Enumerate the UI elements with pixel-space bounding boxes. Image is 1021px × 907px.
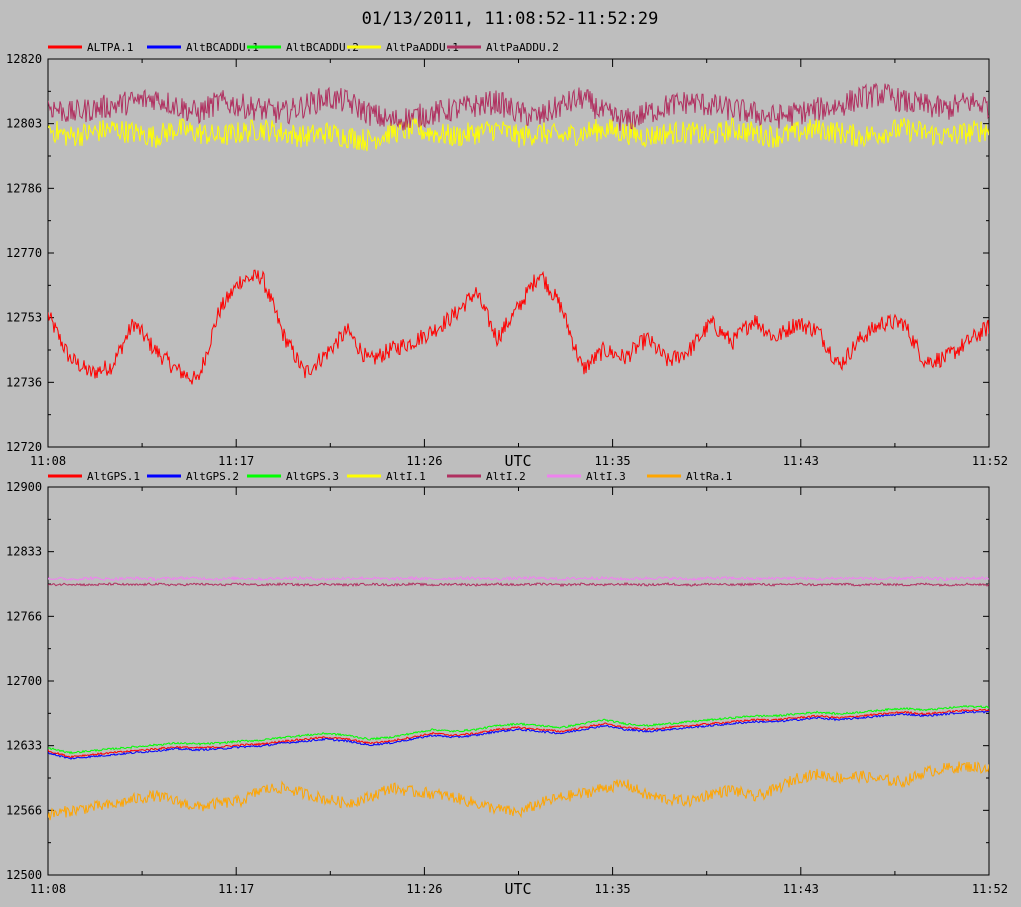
legend-label: AltI.1 bbox=[386, 470, 426, 483]
series-line-altpa-1 bbox=[48, 269, 989, 385]
x-tick-label: 11:52 bbox=[972, 454, 1008, 468]
x-tick-label: 11:35 bbox=[595, 454, 631, 468]
x-tick-label: 11:52 bbox=[972, 882, 1008, 896]
y-tick-label: 12770 bbox=[6, 246, 42, 260]
y-tick-label: 12566 bbox=[6, 803, 42, 817]
x-tick-label: 11:08 bbox=[30, 882, 66, 896]
series-line-altgps-1 bbox=[48, 708, 989, 759]
y-tick-label: 12833 bbox=[6, 545, 42, 559]
x-tick-label: 11:17 bbox=[218, 882, 254, 896]
series-group bbox=[48, 82, 989, 385]
chart-panel-2: 12900 12833 12766 12700 12633 12566 1250011:08… bbox=[6, 470, 1008, 898]
legend-label: ALTPA.1 bbox=[87, 41, 133, 54]
chart-title: 01/13/2011, 11:08:52-11:52:29 bbox=[362, 9, 659, 29]
legend-label: AltPaADDU.2 bbox=[486, 41, 559, 54]
x-tick-label: 11:43 bbox=[783, 454, 819, 468]
x-tick-label: 11:08 bbox=[30, 454, 66, 468]
x-axis-label: UTC bbox=[504, 880, 531, 898]
y-tick-label: 12766 bbox=[6, 609, 42, 623]
legend-label: AltRa.1 bbox=[686, 470, 732, 483]
y-tick-label: 12500 bbox=[6, 868, 42, 882]
legend-label: AltGPS.2 bbox=[186, 470, 239, 483]
plot-frame bbox=[47, 58, 990, 448]
y-tick-label: 12633 bbox=[6, 739, 42, 753]
legend-label: AltI.2 bbox=[486, 470, 526, 483]
x-tick-label: 11:26 bbox=[406, 882, 442, 896]
y-tick-label: 12820 bbox=[6, 52, 42, 66]
legend-label: AltBCADDU.1 bbox=[186, 41, 259, 54]
y-tick-label: 12720 bbox=[6, 440, 42, 454]
x-tick-label: 11:43 bbox=[783, 882, 819, 896]
series-line-altpaaddu-2 bbox=[48, 82, 989, 131]
legend-label: AltGPS.1 bbox=[87, 470, 140, 483]
y-tick-label: 12786 bbox=[6, 181, 42, 195]
legend-label: AltBCADDU.2 bbox=[286, 41, 359, 54]
y-tick-label: 12736 bbox=[6, 375, 42, 389]
y-tick-label: 12700 bbox=[6, 674, 42, 688]
x-axis-label: UTC bbox=[504, 452, 531, 470]
series-line-altpaaddu-1 bbox=[48, 116, 989, 152]
series-line-altgps-2 bbox=[48, 710, 989, 760]
x-tick-label: 11:35 bbox=[595, 882, 631, 896]
series-group bbox=[48, 575, 989, 821]
legend-label: AltI.3 bbox=[586, 470, 626, 483]
series-line-altgps-3 bbox=[48, 704, 989, 755]
series-line-alti-2 bbox=[48, 581, 989, 588]
legend-label: AltGPS.3 bbox=[286, 470, 339, 483]
legend-label: AltPaADDU.1 bbox=[386, 41, 459, 54]
x-tick-label: 11:26 bbox=[406, 454, 442, 468]
chart-panel-1: 12820 12803 12786 12770 12753 12736 1272011:08… bbox=[6, 41, 1008, 470]
y-tick-label: 12753 bbox=[6, 311, 42, 325]
y-tick-label: 12803 bbox=[6, 117, 42, 131]
plot-frame bbox=[47, 486, 990, 876]
x-tick-label: 11:17 bbox=[218, 454, 254, 468]
series-line-altra-1 bbox=[48, 761, 989, 821]
y-tick-label: 12900 bbox=[6, 480, 42, 494]
series-line-alti-3 bbox=[48, 575, 989, 582]
